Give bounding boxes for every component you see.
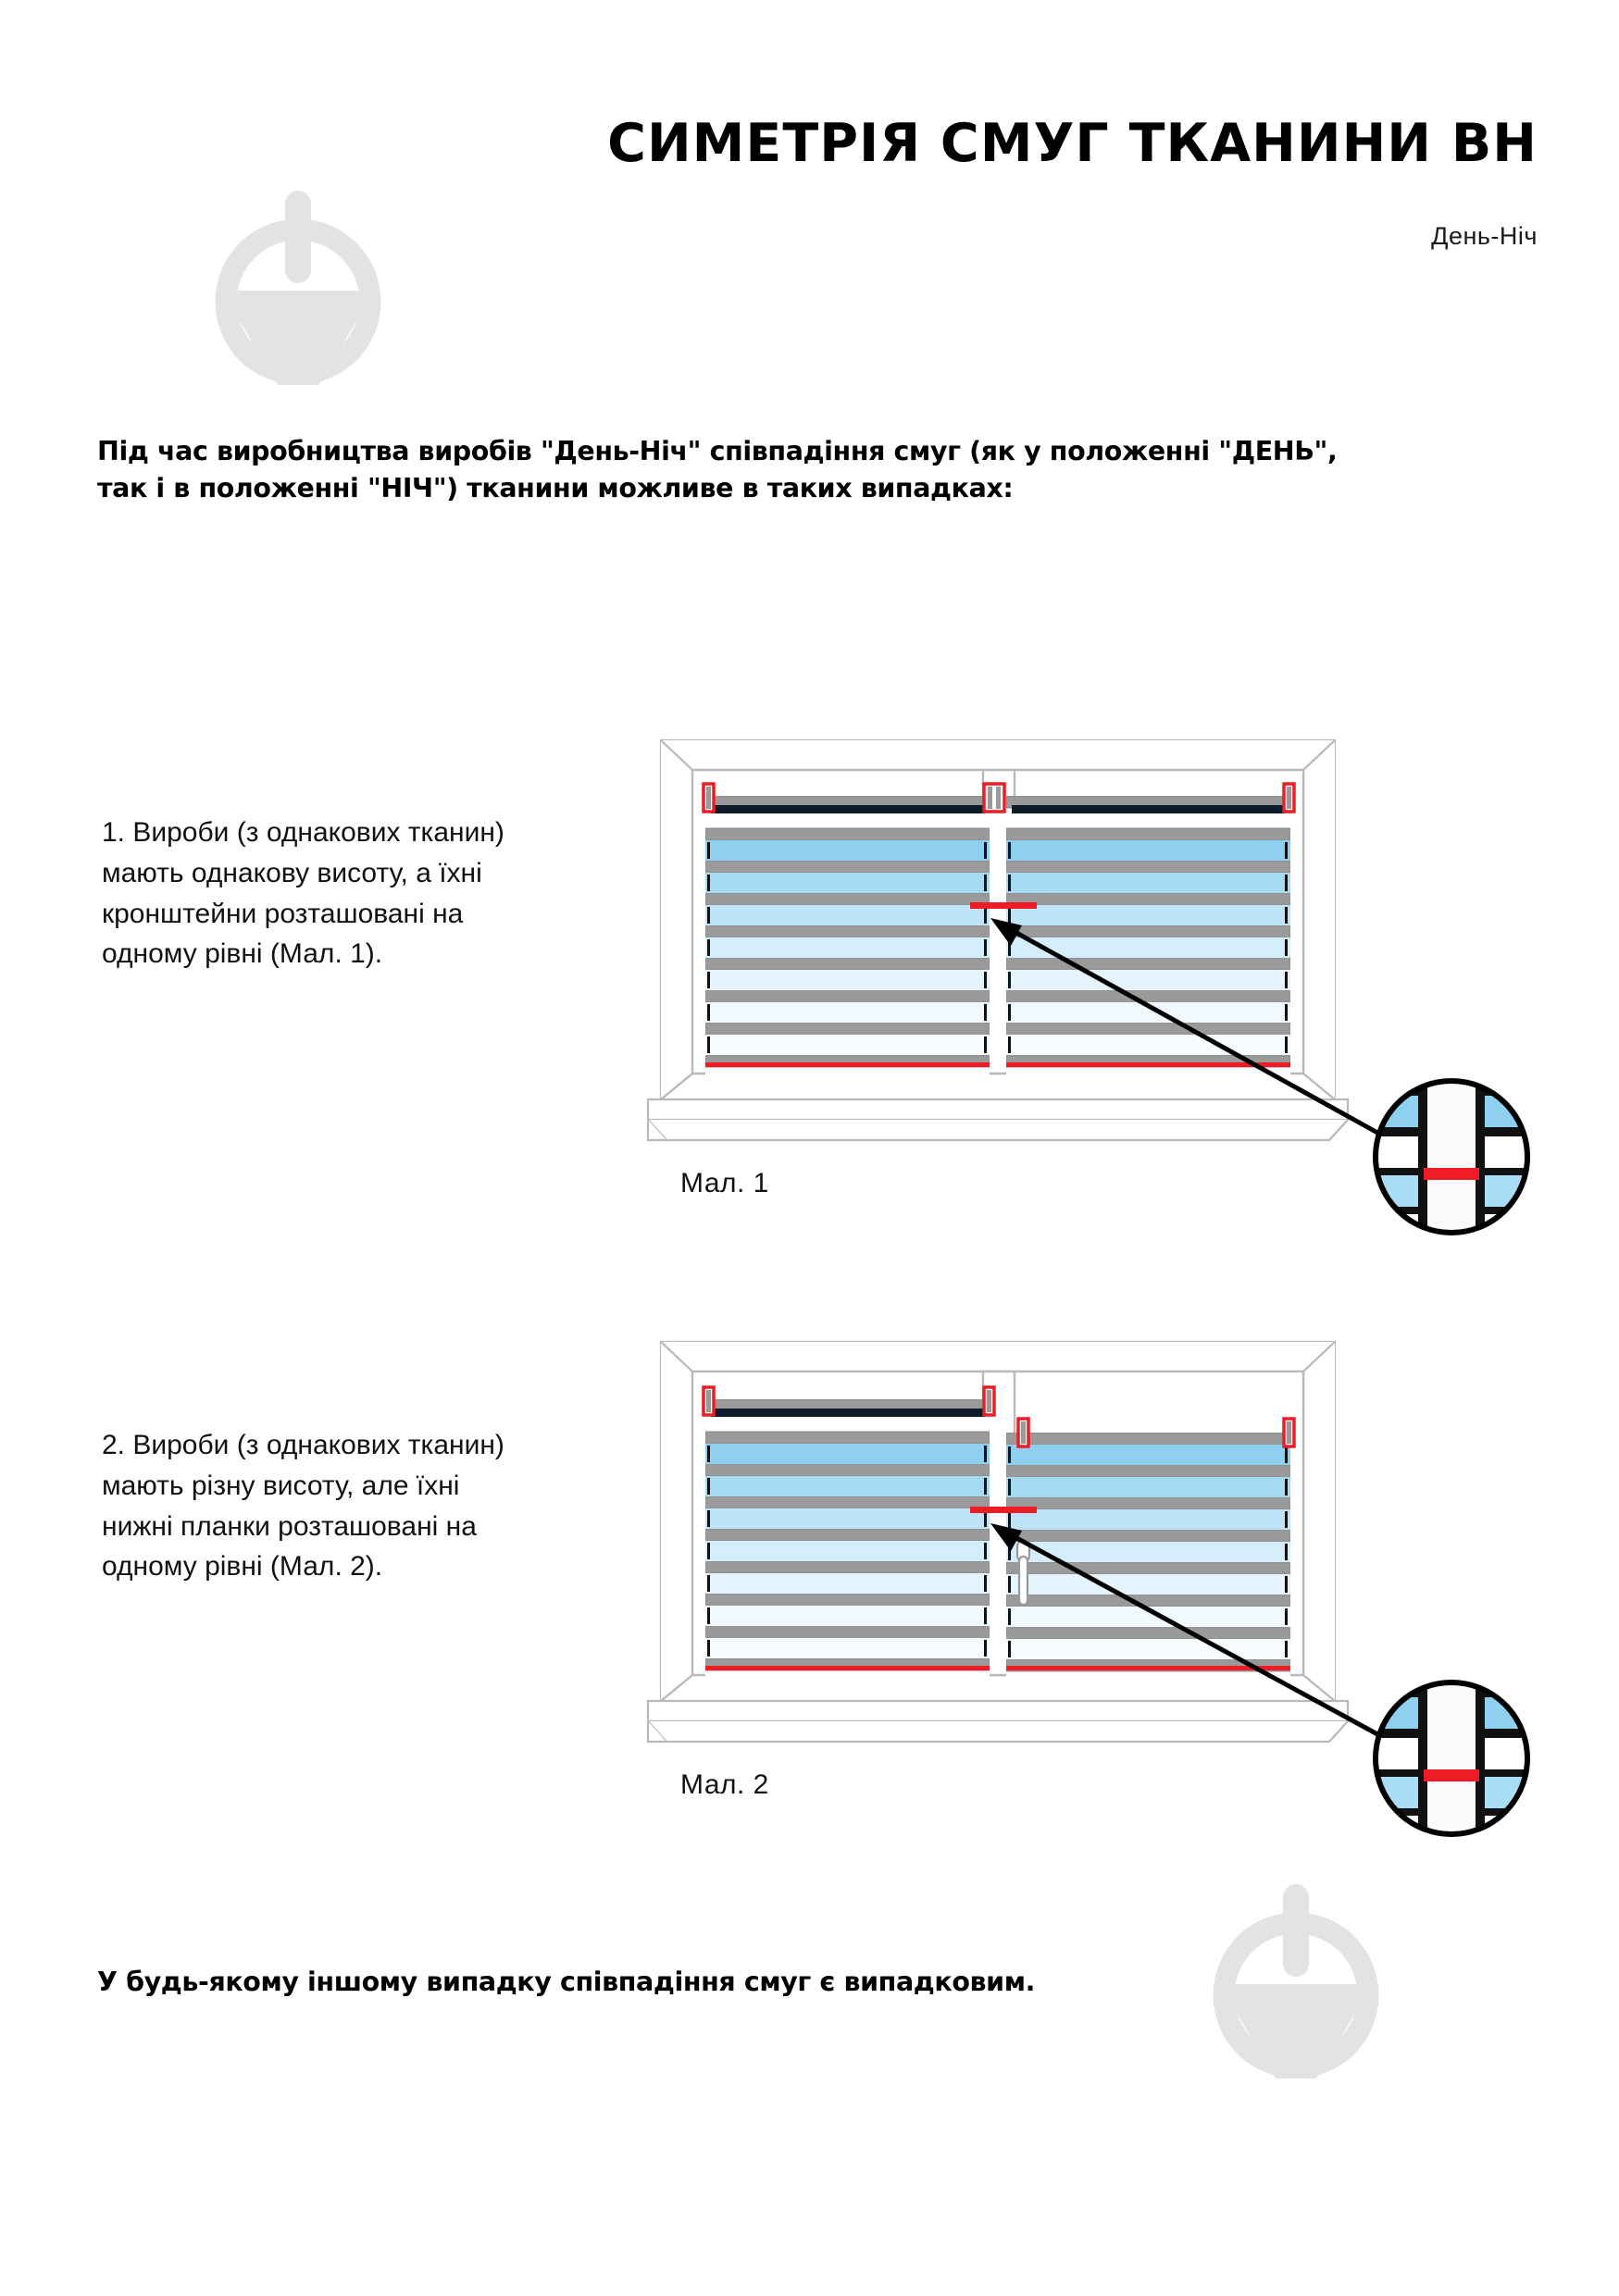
item-2-line-3: нижні планки розташовані на: [102, 1510, 477, 1542]
blind-left: [705, 796, 990, 1087]
window-sill: [646, 1098, 1350, 1142]
watermark-logo-top: [205, 181, 391, 385]
window-sill: [646, 1699, 1350, 1744]
item-1-line-1: 1. Вироби (з однакових тканин): [102, 817, 504, 848]
blind-right: [1006, 1433, 1290, 1691]
bottom-rail-right: [1006, 1666, 1290, 1670]
alignment-marker: [970, 1507, 1037, 1513]
item-2-line-2: мають різну висоту, але їхні: [102, 1470, 460, 1501]
blind-right: [1006, 796, 1290, 1087]
window-handle: [1015, 1539, 1031, 1607]
bracket-center: [982, 782, 1006, 813]
head-rail-left: [711, 1409, 985, 1417]
blind-left: [705, 1399, 990, 1691]
item-1-paragraph: 1. Вироби (з однакових тканин) мають одн…: [102, 813, 657, 974]
figure-1-caption: Мал. 1: [680, 1168, 769, 1198]
alignment-marker: [970, 902, 1037, 909]
figure-2-caption: Мал. 2: [680, 1769, 769, 1800]
page-title: СИМЕТРІЯ СМУГ ТКАНИНИ ВН: [607, 113, 1538, 174]
intro-paragraph: Під час виробництва виробів "День-Ніч" с…: [97, 433, 1541, 508]
item-1-line-2: мають однакову висоту, а їхні: [102, 857, 482, 888]
watermark-logo-bottom: [1203, 1875, 1389, 2079]
intro-line-1: Під час виробництва виробів "День-Ніч" с…: [97, 436, 1338, 466]
intro-line-2: так і в положенні "НІЧ") тканини можливе…: [97, 473, 1014, 504]
head-rail-right: [1012, 805, 1286, 813]
figure-1-window-equal-height: [646, 713, 1537, 1235]
bottom-rail-left: [705, 1062, 990, 1067]
figure-2-window-different-height: [646, 1314, 1537, 1837]
item-1-line-3: кронштейни розташовані на: [102, 898, 464, 929]
callout-arrow: [990, 1523, 1381, 1738]
item-2-line-1: 2. Вироби (з однакових тканин): [102, 1430, 504, 1460]
magnifier-detail-1: [1373, 1078, 1530, 1235]
conclusion-text: У будь-якому іншому випадку співпадіння …: [97, 1967, 1036, 1997]
item-2-paragraph: 2. Вироби (з однакових тканин) мають різ…: [102, 1425, 657, 1587]
callout-arrow: [990, 918, 1381, 1136]
item-2-line-4: одному рівні (Мал. 2).: [102, 1551, 383, 1582]
bottom-rail-right: [1006, 1062, 1290, 1067]
head-rail-left: [711, 805, 985, 813]
item-1-line-4: одному рівні (Мал. 1).: [102, 938, 383, 970]
bottom-rail-left: [705, 1666, 990, 1670]
magnifier-detail-2: [1373, 1680, 1530, 1837]
page-subtitle: День-Ніч: [1431, 222, 1538, 250]
